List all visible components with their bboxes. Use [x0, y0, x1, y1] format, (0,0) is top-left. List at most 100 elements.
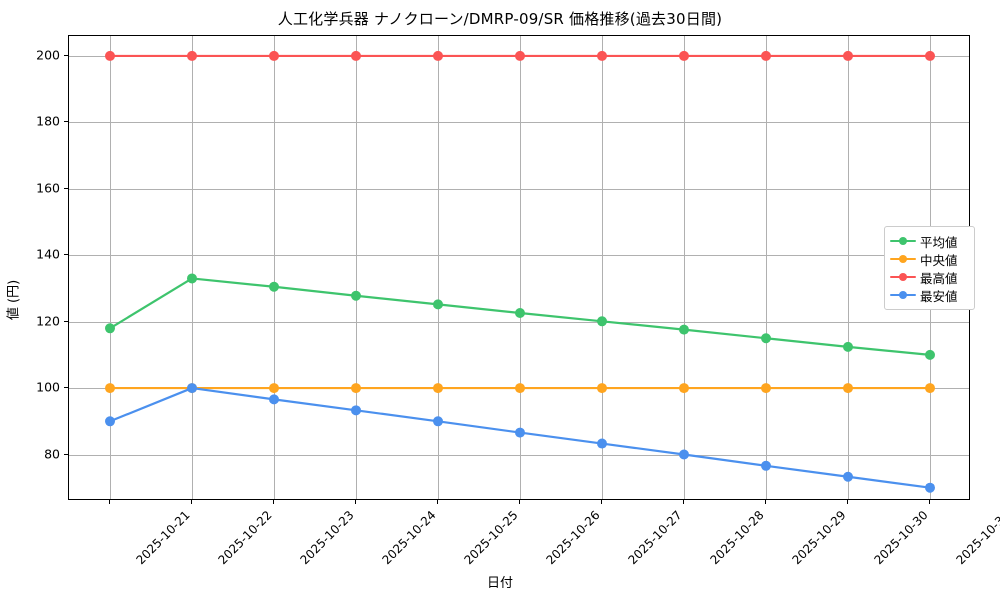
gridline-vertical [520, 36, 521, 499]
gridline-horizontal [69, 454, 969, 456]
gridline-horizontal [69, 122, 969, 124]
x-tick-mark [191, 500, 192, 504]
plot-inner [69, 36, 969, 499]
data-point [843, 471, 853, 482]
gridline-vertical [848, 36, 849, 499]
data-point [761, 383, 771, 394]
data-point [351, 383, 361, 394]
legend-item-2[interactable]: 中央値 [890, 250, 968, 268]
data-point [679, 324, 689, 335]
data-point [515, 50, 525, 61]
x-tick-mark [929, 500, 930, 504]
x-tick-mark [683, 500, 684, 504]
data-point [105, 383, 115, 394]
x-tick-label: 2025-10-21 [133, 508, 193, 568]
data-point [679, 50, 689, 61]
x-tick-label: 2025-10-25 [461, 508, 521, 568]
x-tick-mark [273, 500, 274, 504]
data-point [515, 383, 525, 394]
legend-marker-icon [890, 288, 916, 302]
y-tick-mark [64, 320, 68, 322]
data-point [843, 50, 853, 61]
x-tick-mark [519, 500, 520, 504]
series-1 [105, 273, 935, 360]
data-point [597, 316, 607, 327]
y-tick-mark [64, 54, 68, 56]
data-point [925, 482, 935, 493]
gridline-horizontal [69, 188, 969, 190]
data-point [433, 299, 443, 310]
series-layer [105, 50, 935, 493]
series-3 [105, 50, 935, 61]
data-point [679, 383, 689, 394]
data-point [925, 383, 935, 394]
data-point [269, 50, 279, 61]
x-tick-label: 2025-10-22 [215, 508, 275, 568]
data-point [269, 383, 279, 394]
data-point [351, 405, 361, 416]
data-point [351, 290, 361, 301]
y-tick-mark [64, 387, 68, 389]
legend-label: 最高値 [920, 270, 958, 286]
data-point [433, 383, 443, 394]
x-tick-label: 2025-10-30 [871, 508, 931, 568]
x-tick-mark [765, 500, 766, 504]
x-tick-mark [109, 500, 110, 504]
y-tick-mark [64, 187, 68, 189]
gridline-vertical [684, 36, 685, 499]
data-point [515, 308, 525, 319]
gridline-vertical [274, 36, 275, 499]
data-point [597, 383, 607, 394]
chart-title: 人工化学兵器 ナノクローン/DMRP-09/SR 価格推移(過去30日間) [277, 10, 723, 28]
series-4 [105, 383, 935, 493]
data-point [679, 449, 689, 460]
legend-marker-icon [890, 252, 916, 266]
data-point [433, 416, 443, 427]
legend-label: 中央値 [920, 252, 958, 268]
gridline-vertical [602, 36, 603, 499]
x-tick-label: 2025-10-28 [707, 508, 767, 568]
data-point [105, 50, 115, 61]
x-tick-label: 2025-10-23 [297, 508, 357, 568]
x-tick-mark [437, 500, 438, 504]
plot-area [68, 35, 970, 500]
y-tick-mark [64, 254, 68, 256]
x-axis-label: 日付 [486, 576, 513, 591]
data-point [925, 50, 935, 61]
series-line [108, 386, 932, 489]
gridline-vertical [438, 36, 439, 499]
x-tick-mark [847, 500, 848, 504]
x-tick-label: 2025-10-24 [379, 508, 439, 568]
data-point [269, 394, 279, 405]
gridline-vertical [766, 36, 767, 499]
data-point [843, 383, 853, 394]
y-tick-mark [64, 121, 68, 123]
gridline-horizontal [69, 255, 969, 257]
legend-item-4[interactable]: 最安値 [890, 286, 968, 304]
data-point [269, 281, 279, 292]
y-tick-label: 200 [36, 47, 60, 63]
data-point [597, 50, 607, 61]
legend-marker-icon [890, 270, 916, 284]
x-tick-label: 2025-10-29 [789, 508, 849, 568]
y-axis-label: 値 (円) [6, 279, 22, 321]
data-point [597, 438, 607, 449]
data-point [925, 349, 935, 360]
y-tick-label: 80 [44, 446, 60, 461]
chart-legend[interactable]: 平均値中央値最高値 最安値 [884, 226, 975, 310]
data-point [187, 383, 197, 394]
gridline-vertical [110, 36, 111, 499]
data-point [105, 416, 115, 427]
legend-item-1[interactable]: 平均値 [890, 232, 968, 250]
data-point [761, 460, 771, 471]
data-point [761, 333, 771, 344]
y-tick-label: 140 [36, 246, 60, 262]
data-point [187, 50, 197, 61]
x-tick-label: 2025-10-31 [953, 508, 1000, 568]
data-point [187, 273, 197, 284]
data-point [515, 427, 525, 438]
legend-item-3[interactable]: 最高値 [890, 268, 968, 286]
series-2 [105, 383, 935, 394]
x-tick-label: 2025-10-27 [625, 508, 685, 568]
